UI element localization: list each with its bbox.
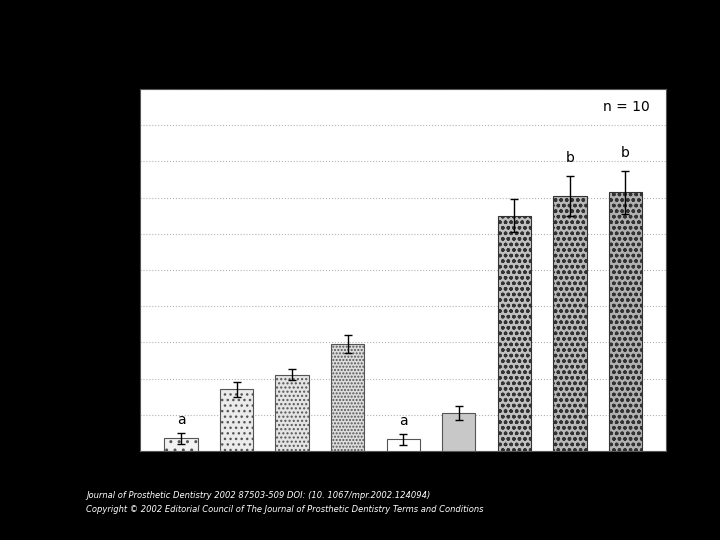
Text: Fig. 7: Fig. 7 <box>340 19 380 34</box>
Bar <box>276 375 309 451</box>
Bar <box>442 413 475 451</box>
Bar <box>553 196 587 451</box>
Text: n = 10: n = 10 <box>603 100 650 114</box>
Bar <box>220 389 253 451</box>
Text: a: a <box>176 414 185 427</box>
Bar <box>387 440 420 451</box>
X-axis label: Preparation design: Preparation design <box>321 477 485 492</box>
Bar <box>164 438 197 451</box>
Text: a: a <box>399 415 408 428</box>
Bar <box>331 344 364 451</box>
Bar <box>609 192 642 451</box>
Y-axis label: Tooth structure removal   [%]: Tooth structure removal [%] <box>83 168 96 372</box>
Text: Copyright © 2002 Editorial Council of The Journal of Prosthetic Dentistry Terms : Copyright © 2002 Editorial Council of Th… <box>86 505 484 514</box>
Text: b: b <box>621 146 630 160</box>
Text: b: b <box>565 151 575 165</box>
Text: Journal of Prosthetic Dentistry 2002 87503-509 DOI: (10. 1067/mpr.2002.124094): Journal of Prosthetic Dentistry 2002 875… <box>86 491 431 501</box>
Bar <box>498 215 531 451</box>
